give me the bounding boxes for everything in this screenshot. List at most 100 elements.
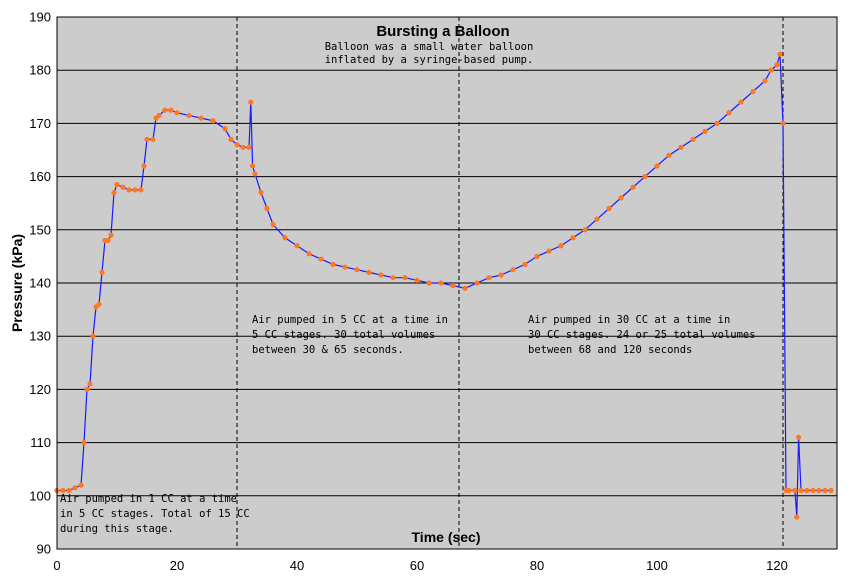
chart-title: Bursting a Balloon — [376, 23, 509, 40]
data-point — [777, 51, 783, 57]
data-point — [72, 485, 78, 491]
data-point — [126, 187, 132, 193]
data-point — [258, 189, 264, 196]
data-point — [111, 189, 117, 196]
data-point — [96, 301, 102, 307]
data-point — [462, 285, 468, 291]
data-point — [105, 237, 111, 244]
data-point — [414, 277, 420, 283]
data-point — [690, 136, 696, 142]
data-point — [726, 110, 732, 116]
data-point — [132, 187, 138, 193]
data-point — [762, 78, 768, 84]
data-point — [156, 112, 162, 119]
data-point — [234, 142, 240, 148]
data-point — [678, 144, 684, 150]
data-point — [270, 221, 276, 228]
chart-subtitle-line-1: Balloon was a small water balloon — [325, 41, 534, 53]
y-tick-label: 130 — [29, 329, 51, 344]
y-tick-label: 170 — [29, 116, 51, 131]
data-point — [174, 110, 180, 116]
x-tick-label: 20 — [170, 558, 184, 573]
data-point — [378, 272, 384, 278]
data-point — [252, 171, 258, 177]
data-point — [250, 163, 256, 169]
data-point — [816, 487, 822, 494]
data-point — [198, 115, 204, 121]
annotation-1-line-2: in 5 CC stages. Total of 15 CC — [60, 508, 250, 520]
data-point — [138, 187, 144, 193]
data-point — [78, 482, 84, 488]
y-tick-labels: 90 100 110 120 130 140 150 160 170 180 190 — [29, 10, 51, 557]
data-point — [666, 152, 672, 158]
y-tick-label: 120 — [29, 382, 51, 397]
data-point — [240, 144, 246, 150]
x-tick-label: 0 — [53, 558, 60, 573]
data-point — [738, 99, 744, 105]
annotation-1-line-3: during this stage. — [60, 523, 174, 535]
x-tick-label: 100 — [646, 558, 668, 573]
data-point — [654, 163, 660, 169]
data-point — [342, 264, 348, 270]
annotation-3-line-1: Air pumped in 30 CC at a time in — [528, 314, 730, 326]
data-point — [402, 275, 408, 281]
data-point — [318, 256, 324, 262]
data-point — [498, 272, 504, 278]
data-point — [822, 487, 828, 494]
data-point — [168, 107, 174, 113]
annotation-3-line-3: between 68 and 120 seconds — [528, 344, 692, 356]
data-point — [796, 434, 802, 440]
y-axis-title: Pressure (kPa) — [9, 234, 25, 332]
data-point — [141, 163, 147, 169]
y-tick-label: 100 — [29, 488, 51, 503]
x-tick-label: 80 — [530, 558, 544, 573]
data-point — [630, 184, 636, 190]
x-tick-label: 40 — [290, 558, 304, 573]
annotation-2-line-2: 5 CC stages. 30 total volumes — [252, 329, 435, 341]
data-point — [438, 280, 444, 286]
data-point — [306, 251, 312, 257]
data-point — [534, 253, 540, 259]
data-point — [144, 136, 150, 142]
data-point — [108, 232, 114, 238]
data-point — [87, 381, 93, 387]
y-tick-label: 140 — [29, 276, 51, 291]
data-point — [248, 99, 254, 105]
data-point — [642, 174, 648, 180]
y-tick-label: 150 — [29, 222, 51, 237]
data-point — [510, 267, 516, 273]
data-point — [828, 487, 834, 494]
data-point — [84, 386, 90, 392]
y-tick-label: 190 — [29, 10, 51, 25]
data-point — [426, 280, 432, 286]
data-point — [474, 280, 480, 286]
stage-annotations: Air pumped in 1 CC at a time in 5 CC stag… — [60, 314, 756, 535]
data-point — [330, 261, 336, 267]
data-point — [228, 136, 234, 142]
annotation-3-line-2: 30 CC stages. 24 or 25 total volumes — [528, 329, 756, 341]
data-point — [702, 128, 708, 134]
stage-divider-lines — [236, 17, 784, 549]
y-tick-label: 160 — [29, 169, 51, 184]
data-point — [60, 487, 66, 494]
annotation-1-line-1: Air pumped in 1 CC at a time — [60, 493, 237, 505]
data-point — [210, 118, 216, 124]
data-point — [714, 120, 720, 126]
pressure-series — [54, 51, 834, 520]
x-tick-labels: 0 20 40 60 80 100 120 — [53, 558, 787, 573]
annotation-2-line-1: Air pumped in 5 CC at a time in — [252, 314, 448, 326]
data-point — [594, 216, 600, 222]
data-point — [582, 227, 588, 233]
data-point — [570, 235, 576, 241]
data-point — [768, 67, 774, 73]
data-point — [81, 440, 87, 446]
data-point — [486, 275, 492, 281]
data-point — [390, 275, 396, 281]
data-point — [222, 126, 228, 132]
data-point — [558, 243, 564, 249]
y-tick-label: 180 — [29, 63, 51, 78]
data-point — [150, 136, 156, 142]
data-point — [618, 195, 624, 201]
